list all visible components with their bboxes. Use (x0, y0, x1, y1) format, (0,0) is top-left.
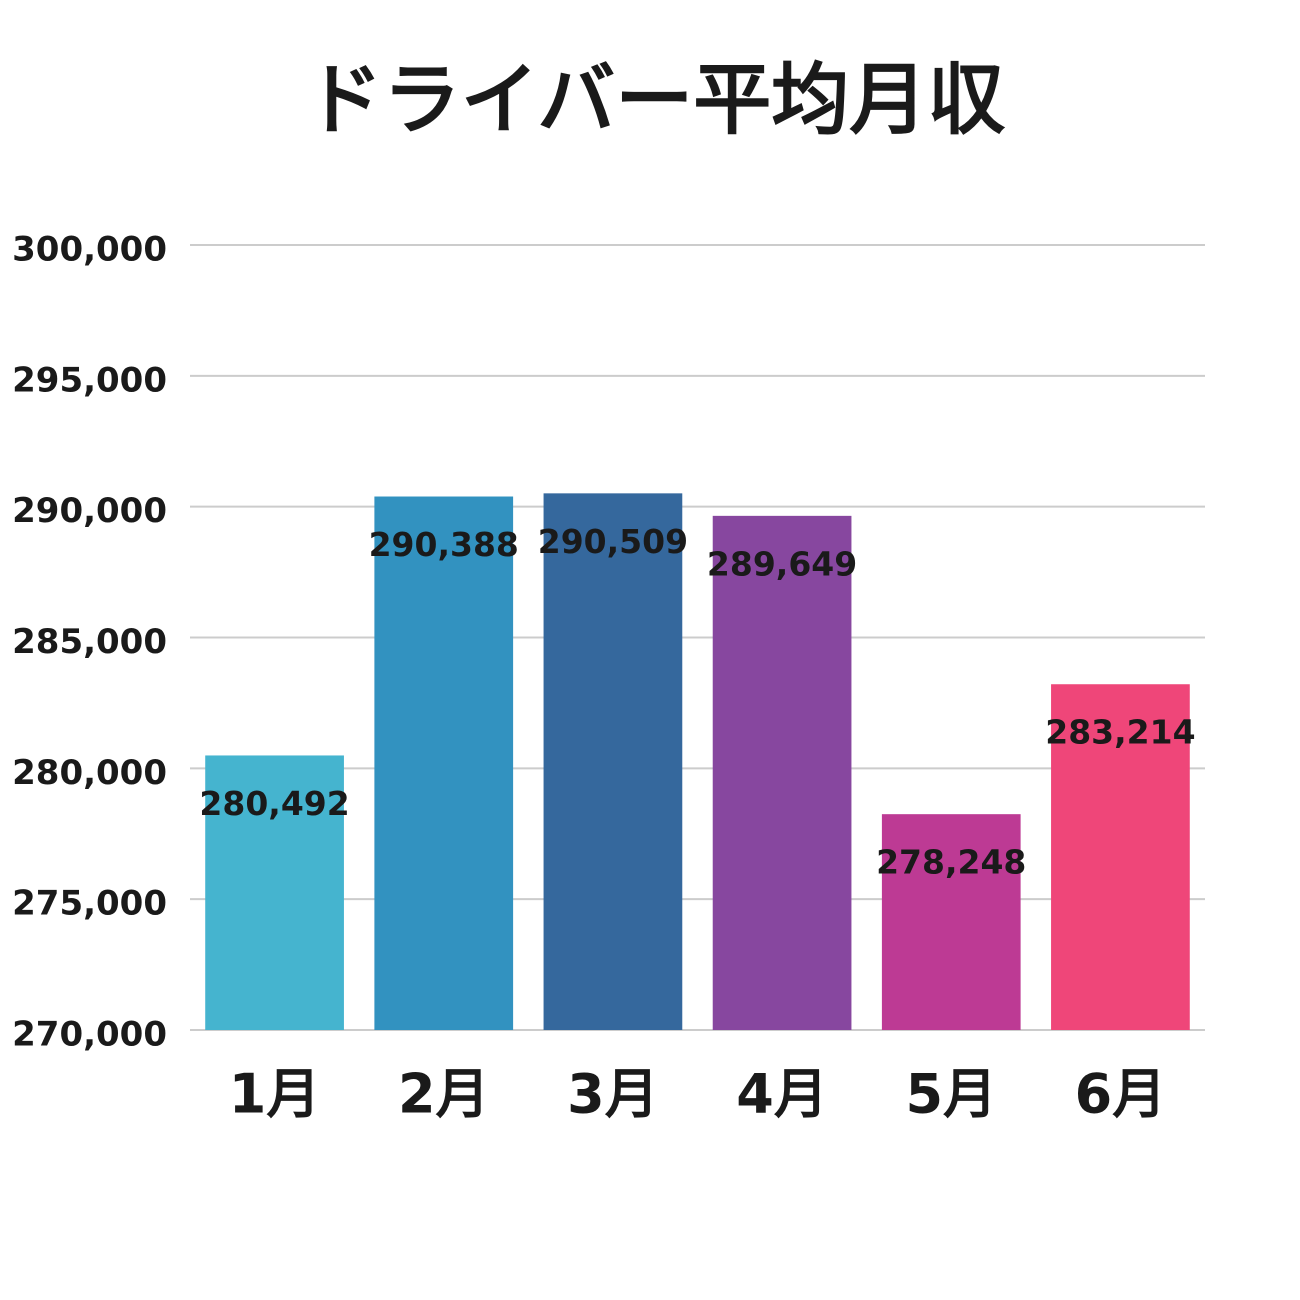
y-tick-label: 280,000 (12, 753, 167, 793)
chart-title: ドライバー平均月収 (305, 55, 1005, 145)
bar (1051, 684, 1190, 1030)
x-tick-label: 4月 (736, 1063, 828, 1126)
bar (205, 755, 344, 1030)
value-label: 289,649 (707, 544, 857, 583)
value-label: 290,509 (538, 522, 688, 561)
y-tick-label: 295,000 (12, 360, 167, 400)
y-tick-label: 290,000 (12, 491, 167, 531)
x-tick-label: 3月 (567, 1063, 659, 1126)
y-tick-label: 300,000 (12, 230, 167, 270)
y-tick-label: 285,000 (12, 622, 167, 662)
value-label: 278,248 (876, 843, 1026, 882)
y-tick-label: 270,000 (12, 1015, 167, 1055)
y-tick-label: 275,000 (12, 884, 167, 924)
x-tick-label: 1月 (229, 1063, 321, 1126)
bar (543, 493, 683, 1030)
bar (712, 515, 852, 1030)
value-label: 280,492 (199, 784, 349, 823)
x-tick-label: 5月 (905, 1063, 997, 1126)
x-tick-label: 2月 (398, 1063, 490, 1126)
x-tick-label: 6月 (1075, 1063, 1167, 1126)
value-label: 283,214 (1045, 713, 1195, 752)
bar (374, 496, 514, 1030)
value-label: 290,388 (369, 525, 519, 564)
bar (881, 814, 1021, 1030)
